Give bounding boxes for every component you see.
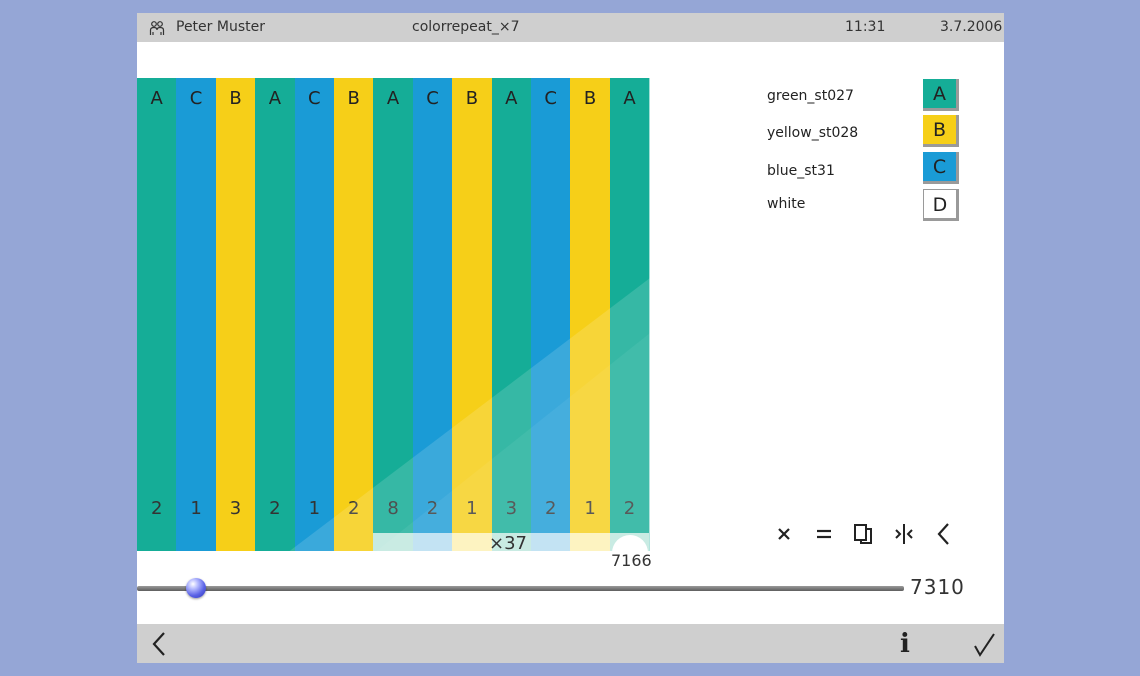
stripe-thread-count: 1 (190, 498, 202, 519)
repeat-row-cell (452, 533, 492, 551)
back-chevron-icon (937, 523, 949, 545)
document-title: colorrepeat_×7 (412, 19, 520, 35)
legend-name-A: green_st027 (767, 88, 854, 104)
color-swatch-A[interactable]: A (923, 79, 959, 111)
slider-max-label: 7310 (910, 575, 965, 599)
stripe-color-label: B (583, 88, 597, 109)
repeat-row-cell (412, 533, 453, 551)
stripe-color-label: B (465, 88, 479, 109)
stripe-thread-count: 2 (623, 498, 636, 519)
equals-button[interactable] (811, 521, 837, 547)
back-chevron-icon (152, 632, 165, 656)
stripe-thread-count: 2 (347, 498, 360, 519)
repeat-row-cell (570, 533, 610, 551)
checkmark-icon (974, 633, 995, 657)
position-slider-knob[interactable] (186, 578, 206, 598)
stripe-thread-count: 8 (387, 498, 399, 519)
bottom-bar (137, 624, 1004, 663)
repeat-count-label: ×37 (489, 533, 527, 554)
repeat-row-cell (531, 533, 571, 551)
stripe-thread-count: 1 (308, 498, 321, 519)
stripe-thread-count: 3 (229, 498, 242, 519)
stripe-thread-count: 2 (426, 498, 439, 519)
repeat-row-cell (609, 533, 650, 551)
legend-name-D: white (767, 196, 806, 212)
top-bar: Peter Muster colorrepeat_×7 11:31 3.7.20… (137, 13, 1004, 42)
color-swatch-C[interactable]: C (923, 152, 959, 184)
stripe-color-label: C (544, 88, 557, 109)
legend-name-B: yellow_st028 (767, 125, 859, 141)
position-slider-track[interactable] (137, 586, 904, 591)
color-swatch-B[interactable]: B (923, 115, 959, 147)
color-swatch-D[interactable]: D (923, 189, 959, 221)
stripe-total-label: 7166 (611, 551, 652, 570)
info-button[interactable]: i (900, 629, 910, 659)
multiply-button[interactable] (771, 521, 797, 547)
stripe-color-label: C (189, 88, 203, 109)
stripe-thread-count: 2 (150, 498, 163, 519)
user-name: Peter Muster (176, 19, 265, 35)
stripe-thread-count: 3 (505, 498, 518, 519)
app-window: Peter Muster colorrepeat_×7 11:31 3.7.20… (137, 13, 1004, 663)
copy-button[interactable] (851, 521, 877, 547)
copy-icon (854, 524, 872, 544)
stripe-color-label: C (426, 88, 439, 109)
back-button[interactable] (149, 630, 169, 658)
stripe-color-label: A (268, 88, 282, 109)
mirror-button[interactable] (891, 521, 917, 547)
stripe-color-label: A (150, 88, 163, 109)
stripe-color-label: A (505, 88, 518, 109)
multiply-icon (778, 528, 790, 540)
equals-icon (817, 529, 831, 539)
repeat-row-cell (373, 533, 413, 551)
confirm-button[interactable] (971, 630, 997, 658)
stripe-thread-count: 1 (466, 498, 478, 519)
mirror-icon (895, 524, 913, 544)
stripe-thread-count: 1 (584, 498, 596, 519)
stripe-color-label: B (229, 88, 242, 109)
stripe-color-label: B (347, 88, 360, 109)
undo-button[interactable] (931, 521, 957, 547)
stripe-color-label: A (386, 88, 400, 109)
clock-time: 11:31 (845, 19, 886, 35)
stripe-thread-count: 2 (544, 498, 557, 519)
user-icon (149, 21, 165, 35)
stripe-thread-count: 2 (269, 498, 281, 519)
stripe-color-label: A (623, 88, 636, 109)
repeat-row-cell (491, 533, 531, 551)
stripe-color-label: C (308, 88, 321, 109)
legend-name-C: blue_st31 (767, 163, 835, 179)
current-date: 3.7.2006 (940, 19, 1003, 35)
